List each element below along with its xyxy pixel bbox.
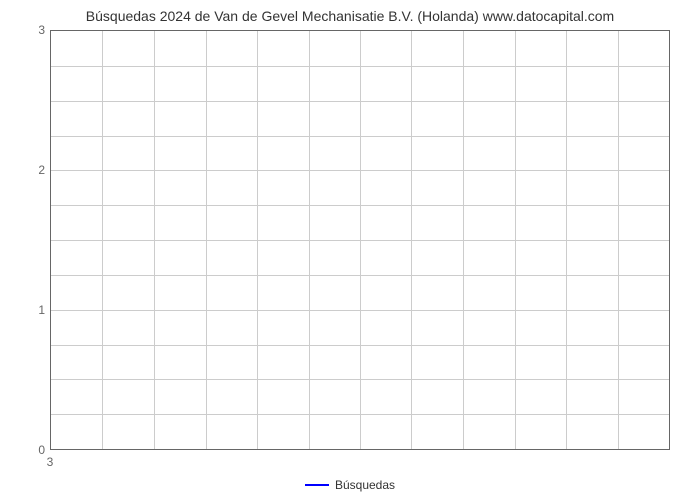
grid-h	[51, 101, 669, 102]
chart-title: Búsquedas 2024 de Van de Gevel Mechanisa…	[0, 8, 700, 24]
grid-h	[51, 136, 669, 137]
grid-h	[51, 205, 669, 206]
legend-line-icon	[305, 484, 329, 486]
grid-h	[51, 414, 669, 415]
chart-container: Búsquedas 2024 de Van de Gevel Mechanisa…	[0, 0, 700, 500]
x-tick-0: 3	[47, 455, 54, 469]
y-tick-0: 0	[25, 443, 45, 457]
legend: Búsquedas	[0, 477, 700, 492]
y-tick-3: 3	[25, 23, 45, 37]
y-tick-2: 2	[25, 163, 45, 177]
grid-h	[51, 345, 669, 346]
grid-h	[51, 275, 669, 276]
grid-h	[51, 66, 669, 67]
grid-h	[51, 240, 669, 241]
grid-h-major	[51, 170, 669, 171]
plot-area	[50, 30, 670, 450]
grid-h	[51, 379, 669, 380]
grid-h-major	[51, 310, 669, 311]
y-tick-1: 1	[25, 303, 45, 317]
legend-label: Búsquedas	[335, 478, 395, 492]
